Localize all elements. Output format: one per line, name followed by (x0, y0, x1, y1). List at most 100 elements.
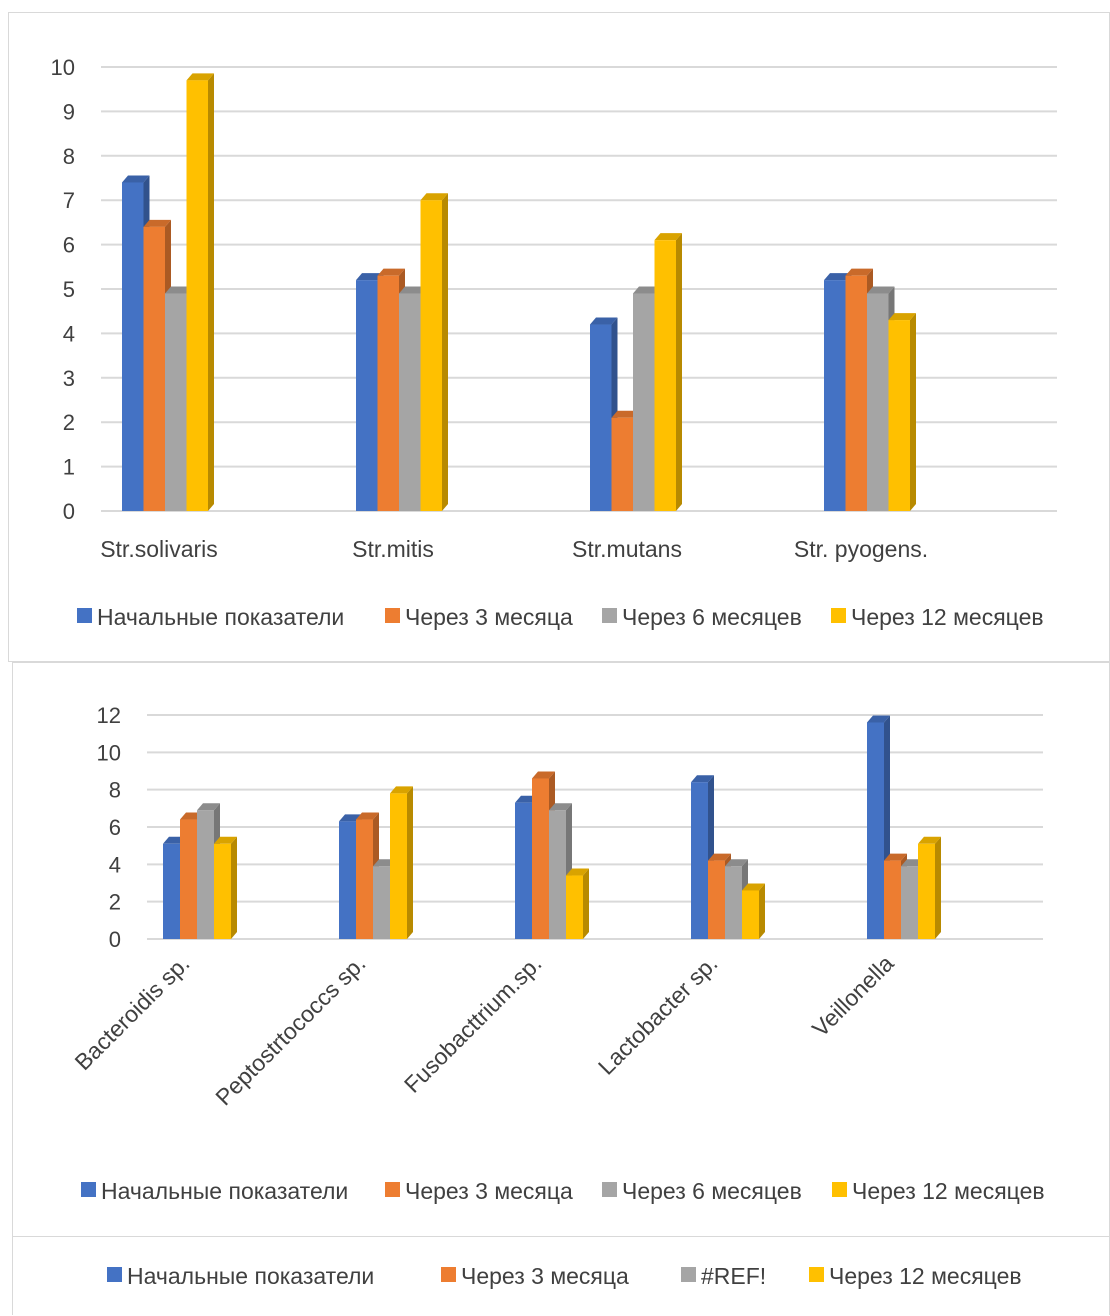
bar (824, 280, 846, 511)
bar-top (845, 268, 873, 276)
y-tick-label: 10 (97, 740, 121, 765)
bar (590, 324, 612, 511)
bar (532, 778, 549, 939)
legend-label: Через 12 месяцев (829, 1263, 1022, 1289)
y-tick-label: 7 (63, 188, 75, 213)
bar-top (725, 859, 748, 867)
category-label: Str. pyogens. (794, 536, 928, 562)
bar (611, 417, 633, 511)
category-label: Str.mutans (572, 536, 682, 562)
bar (339, 821, 356, 939)
category-label: Bacteroidis sp. (69, 950, 194, 1075)
legend-swatch (832, 1182, 847, 1197)
bar-top (888, 313, 916, 321)
bar (654, 240, 676, 511)
bar (549, 810, 566, 939)
chart-anaerobes-svg: 0 2 4 6 8 10 12 Bacteroidis sp. Peptostrtococcs … (69, 703, 1044, 1204)
legend-label: Через 12 месяцев (851, 604, 1044, 630)
bar (165, 293, 187, 511)
bar (867, 722, 884, 939)
bar-top (197, 803, 220, 811)
y-tick-label: 0 (63, 499, 75, 524)
bar-top (186, 73, 214, 81)
bar-side (583, 868, 589, 939)
category-label: Str.solivaris (100, 536, 218, 562)
bar (742, 890, 759, 939)
y-tick-label: 8 (63, 144, 75, 169)
bar-top (356, 273, 384, 281)
bar-top (691, 775, 714, 783)
bar-top (122, 175, 150, 183)
bar-top (356, 812, 379, 820)
legend-label: Через 6 месяцев (622, 1178, 802, 1204)
bar-top (214, 836, 237, 844)
legend-swatch (385, 1182, 400, 1197)
legend-swatch (107, 1267, 122, 1282)
bar-side (935, 836, 941, 939)
bar-top (633, 286, 661, 294)
bar (901, 866, 918, 939)
bar-side (759, 883, 765, 939)
bar (197, 810, 214, 939)
bar (420, 200, 442, 511)
y-tick-label: 10 (51, 55, 75, 80)
bar-top (590, 317, 618, 325)
category-label: Lactobacter sp. (593, 950, 723, 1080)
legend-only-svg: Начальные показатели Через 3 месяца #REF! Ч… (107, 1263, 1022, 1289)
bar-side (407, 786, 413, 939)
bar-top (611, 410, 639, 418)
category-label: Str.mitis (352, 536, 434, 562)
legend-swatch (831, 608, 846, 623)
legend-swatch (81, 1182, 96, 1197)
bar (214, 843, 231, 939)
legend-label: Начальные показатели (97, 604, 344, 630)
y-tick-label: 4 (109, 852, 121, 877)
y-tick-label: 3 (63, 366, 75, 391)
y-tick-label: 9 (63, 99, 75, 124)
bar-top (918, 836, 941, 844)
y-tick-label: 6 (63, 233, 75, 258)
bar-side (442, 193, 448, 511)
bar-side (208, 73, 214, 511)
bar-top (566, 868, 589, 876)
bar (884, 860, 901, 939)
bar (373, 866, 390, 939)
y-tick-label: 2 (109, 890, 121, 915)
bar (515, 802, 532, 939)
bar (180, 819, 197, 939)
bar-top (867, 715, 890, 723)
legend-label: Через 3 месяца (461, 1263, 629, 1289)
legend-swatch (602, 1182, 617, 1197)
category-label: Fusobacttrium.sp. (399, 950, 547, 1098)
legend-label: Через 6 месяцев (622, 604, 802, 630)
bar-top (377, 268, 405, 276)
category-label: Veillonella (807, 950, 899, 1042)
y-tick-label: 0 (109, 927, 121, 952)
bar (163, 843, 180, 939)
legend-label: #REF! (701, 1263, 766, 1289)
chart-streptococci: 0 1 2 3 4 5 6 7 8 9 10 Str.solivaris Str.mitis Str.mu… (8, 12, 1110, 662)
legend-swatch (385, 608, 400, 623)
bar (356, 280, 378, 511)
bar (867, 293, 889, 511)
bar-top (884, 853, 907, 861)
bar (399, 293, 421, 511)
bar (633, 293, 655, 511)
bar-side (676, 233, 682, 511)
y-tick-label: 6 (109, 815, 121, 840)
y-tick-label: 1 (63, 455, 75, 480)
bar-top (532, 771, 555, 779)
bar-top (867, 286, 895, 294)
bar-top (824, 273, 852, 281)
y-tick-label: 2 (63, 410, 75, 435)
bar (708, 860, 725, 939)
bar-top (549, 803, 572, 811)
legend-label: Начальные показатели (127, 1263, 374, 1289)
bar-top (143, 219, 171, 227)
bar-top (399, 286, 427, 294)
bar (356, 819, 373, 939)
bar (143, 226, 165, 511)
bar (566, 875, 583, 939)
bar-top (420, 193, 448, 201)
legend-label: Через 3 месяца (405, 604, 573, 630)
